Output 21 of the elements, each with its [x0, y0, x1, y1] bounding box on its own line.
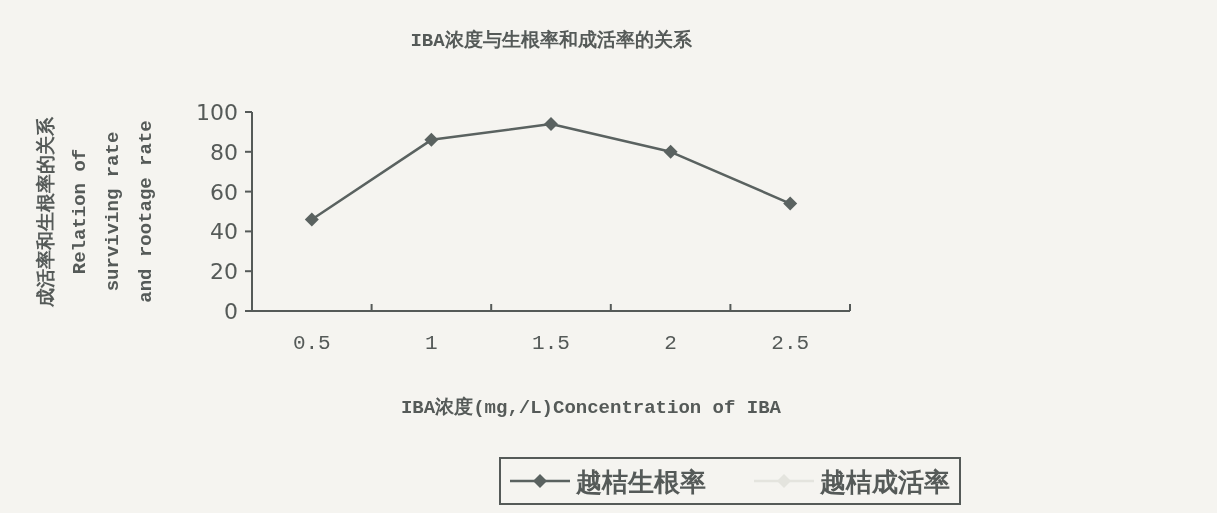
- x-tick-label: 1: [425, 332, 438, 355]
- point: [783, 196, 798, 211]
- x-tick-label: 2: [664, 332, 677, 355]
- x-tick-label: 1.5: [532, 332, 570, 355]
- x-axis-title: IBA浓度(mg,/L)Concentration of IBA: [400, 396, 782, 419]
- y-tick-label: 40: [210, 219, 238, 245]
- y-tick-label: 80: [210, 139, 238, 165]
- x-tick-label: 2.5: [771, 332, 810, 355]
- y-tick-label: 100: [196, 100, 238, 125]
- point: [304, 212, 319, 227]
- y-tick-label: 0: [224, 299, 238, 324]
- x-tick-label: 0.5: [292, 332, 331, 355]
- legend-label: 越桔生根率: [575, 467, 706, 497]
- point: [663, 144, 678, 159]
- legend-label: 越桔成活率: [819, 467, 950, 497]
- y-tick-label: 60: [210, 179, 238, 205]
- y-axis-title: 成活率和生根率的关系Relation of surviving rate and rootage rate: [35, 115, 157, 308]
- point: [424, 132, 439, 147]
- y-tick-label: 20: [210, 259, 238, 285]
- point: [544, 116, 558, 131]
- chart-title: IBA浓度与生根率和成活率的关系: [410, 29, 693, 52]
